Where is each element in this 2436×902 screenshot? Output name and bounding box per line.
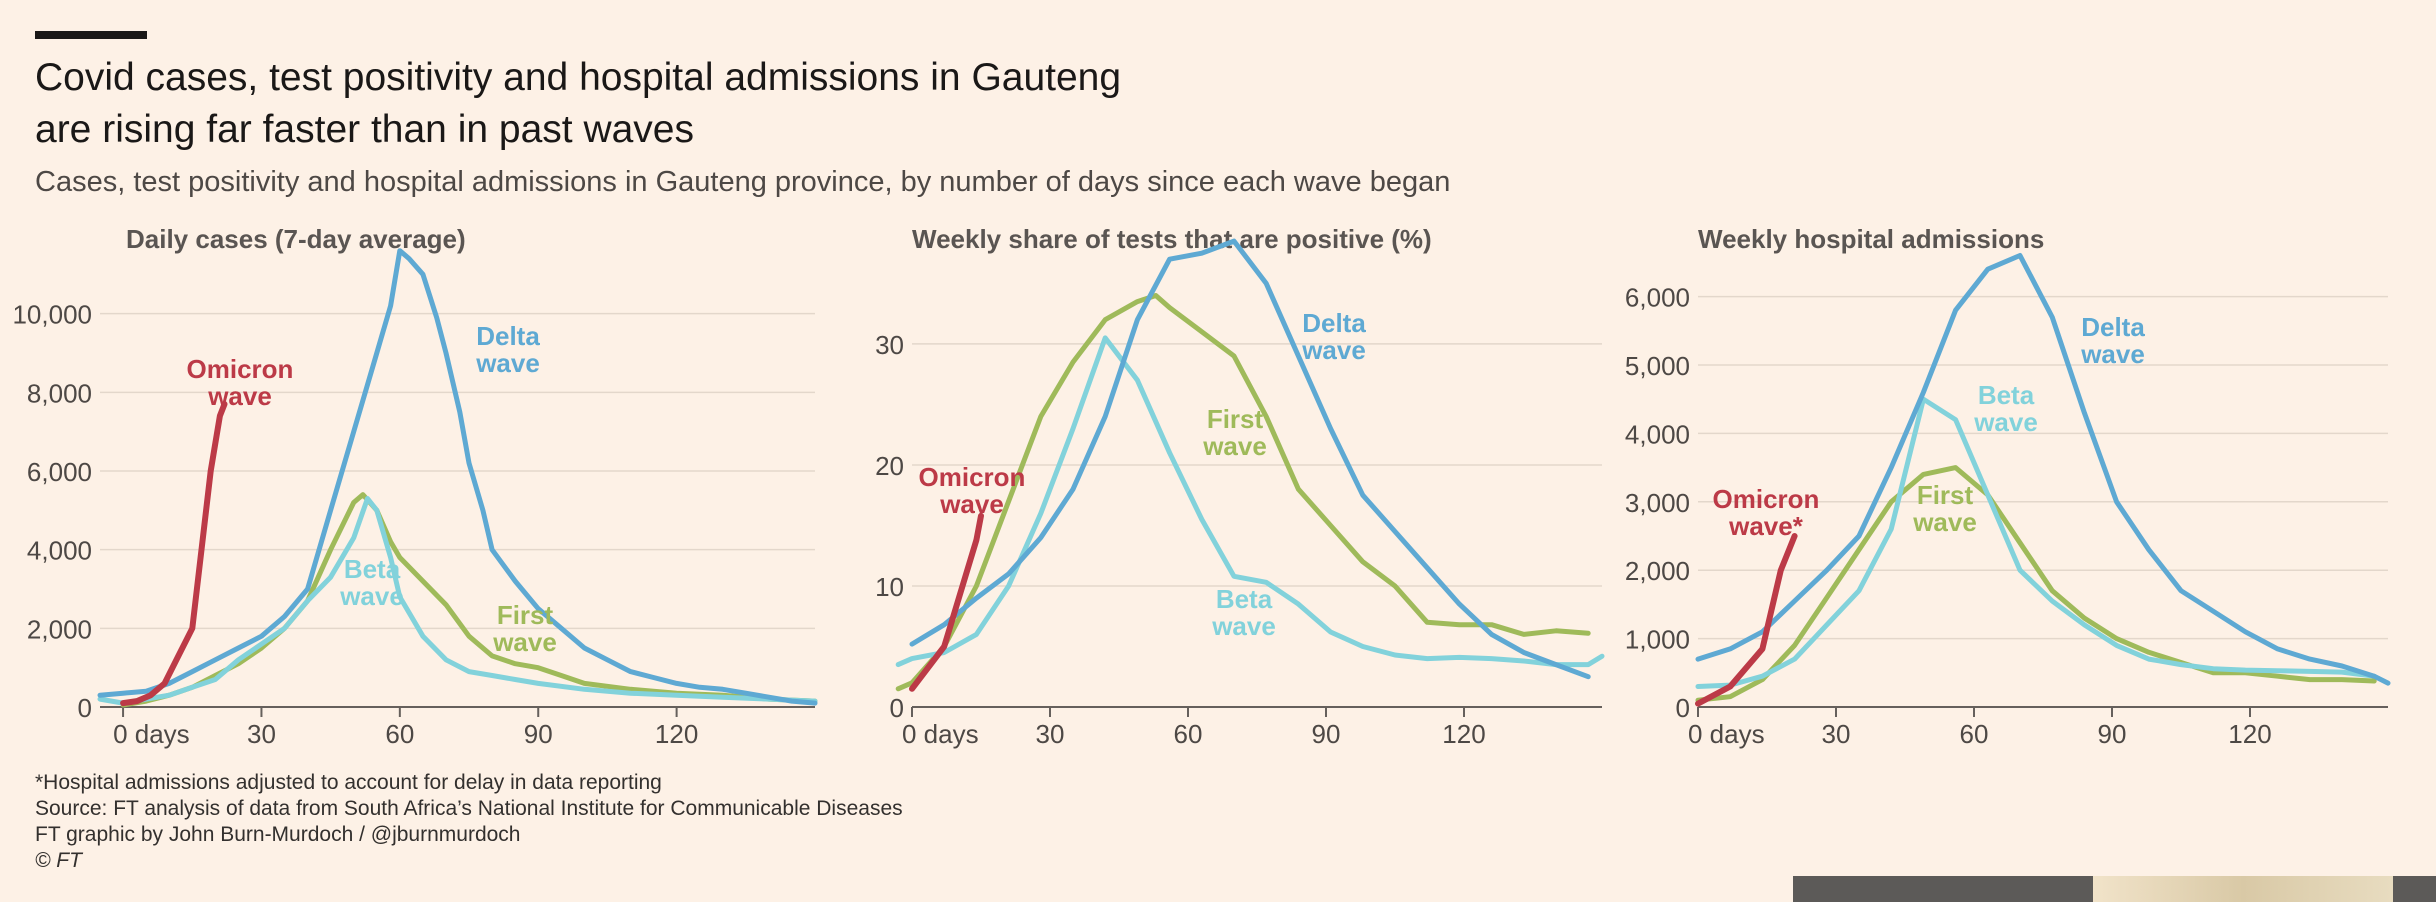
series-label-line: wave xyxy=(1301,335,1366,365)
series-label-line: First xyxy=(1207,404,1264,434)
series-line-beta xyxy=(97,496,818,706)
charts-canvas: 0 2,000 4,000 6,000 8,000 10,000 0 days 30 60 90 1… xyxy=(12,238,2391,749)
series-label-first: First wave xyxy=(492,600,557,657)
y-tick-label: 2,000 xyxy=(1625,556,1690,586)
series-label-line: Omicron xyxy=(187,354,294,384)
series-label-line: Delta xyxy=(2081,312,2145,342)
y-tick-label: 6,000 xyxy=(1625,283,1690,313)
x-tick-label: 30 xyxy=(1036,719,1065,749)
x-tick-label: 60 xyxy=(1960,719,1989,749)
series-label-line: wave xyxy=(207,381,272,411)
series-label-line: wave xyxy=(1211,611,1276,641)
y-tick-label: 1,000 xyxy=(1625,625,1690,655)
source-line: Source: FT analysis of data from South A… xyxy=(35,797,903,820)
series-label-line: Omicron xyxy=(1713,484,1820,514)
headline-line-2: are rising far faster than in past waves xyxy=(35,108,694,151)
series-label-beta: Beta wave xyxy=(1973,380,2038,437)
series-line-delta xyxy=(97,248,818,706)
panel-title-positivity: Weekly share of tests that are positive … xyxy=(912,224,1432,254)
series-line-first xyxy=(895,293,1591,692)
brand-rule xyxy=(35,31,147,39)
series-label-line: Omicron xyxy=(919,462,1026,492)
series-label-delta: Delta wave xyxy=(2080,312,2145,369)
x-tick-label: 60 xyxy=(1174,719,1203,749)
y-tick-label: 5,000 xyxy=(1625,351,1690,381)
series-label-first: First wave xyxy=(1912,480,1977,537)
series-label-line: Beta xyxy=(344,554,401,584)
series-label-line: First xyxy=(1917,480,1974,510)
series-label-line: Delta xyxy=(1302,308,1366,338)
series-label-delta: Delta wave xyxy=(1301,308,1366,365)
series-line-delta xyxy=(1695,253,2391,686)
series-line-omicron xyxy=(909,512,984,692)
series-label-line: First xyxy=(497,600,554,630)
y-tick-label: 4,000 xyxy=(1625,419,1690,449)
series-label-omicron: Omicron wave* xyxy=(1713,484,1820,541)
copyright: © FT xyxy=(35,849,82,872)
x-tick-label: 30 xyxy=(247,719,276,749)
y-tick-label: 4,000 xyxy=(27,536,92,566)
chart-subtitle: Cases, test positivity and hospital admi… xyxy=(35,166,1451,198)
x-tick-label: 30 xyxy=(1822,719,1851,749)
series-label-beta: Beta wave xyxy=(1211,584,1276,641)
x-tick-label: 0 days xyxy=(902,719,979,749)
x-tick-label: 0 days xyxy=(1688,719,1765,749)
chart-panel-3: 0 1,000 2,000 3,000 4,000 5,000 6,000 0 days 30 6… xyxy=(1625,253,2391,749)
panel-title-admissions: Weekly hospital admissions xyxy=(1698,224,2045,254)
series-label-line: wave xyxy=(1202,431,1267,461)
series-line-omicron xyxy=(120,401,228,707)
series-label-first: First wave xyxy=(1202,404,1267,461)
x-tick-label: 90 xyxy=(524,719,553,749)
series-label-line: Beta xyxy=(1978,380,2035,410)
y-tick-label: 20 xyxy=(875,451,904,481)
series-label-line: wave xyxy=(2080,339,2145,369)
series-label-line: Delta xyxy=(476,321,540,351)
headline-line-1: Covid cases, test positivity and hospita… xyxy=(35,56,1122,99)
x-tick-label: 0 days xyxy=(113,719,190,749)
y-tick-label: 0 xyxy=(890,693,904,723)
series-label-delta: Delta wave xyxy=(475,321,540,378)
series-label-line: wave* xyxy=(1728,511,1804,541)
y-tick-label: 10 xyxy=(875,572,904,602)
series-label-line: wave xyxy=(1973,407,2038,437)
y-tick-label: 0 xyxy=(78,693,92,723)
series-label-line: wave xyxy=(475,348,540,378)
series-label-line: wave xyxy=(339,581,404,611)
footnote: *Hospital admissions adjusted to account… xyxy=(35,771,662,794)
series-line-beta xyxy=(1695,396,2377,689)
series-label-omicron: Omicron wave xyxy=(919,462,1026,519)
series-label-line: wave xyxy=(939,489,1004,519)
x-tick-label: 60 xyxy=(385,719,414,749)
chart-headline: Covid cases, test positivity and hospita… xyxy=(35,52,1235,156)
series-label-line: wave xyxy=(492,627,557,657)
series-line-delta xyxy=(909,238,1591,680)
y-tick-label: 30 xyxy=(875,330,904,360)
y-tick-label: 10,000 xyxy=(12,300,92,330)
y-tick-label: 0 xyxy=(1676,693,1690,723)
y-tick-label: 2,000 xyxy=(27,614,92,644)
x-tick-label: 90 xyxy=(1312,719,1341,749)
chart-footer: *Hospital admissions adjusted to account… xyxy=(35,770,903,874)
x-tick-label: 120 xyxy=(655,719,698,749)
series-label-beta: Beta wave xyxy=(339,554,404,611)
panel-title-cases: Daily cases (7-day average) xyxy=(126,224,466,254)
chart-panel-1: 0 2,000 4,000 6,000 8,000 10,000 0 days 30 60 90 1… xyxy=(12,248,818,749)
y-tick-label: 3,000 xyxy=(1625,488,1690,518)
series-label-omicron: Omicron wave xyxy=(187,354,294,411)
series-label-line: Beta xyxy=(1216,584,1273,614)
credit-line: FT graphic by John Burn-Murdoch / @jburn… xyxy=(35,823,521,846)
series-line-beta xyxy=(895,335,1605,668)
y-tick-label: 8,000 xyxy=(27,378,92,408)
x-tick-label: 120 xyxy=(2228,719,2271,749)
series-line-first xyxy=(1695,465,2377,703)
x-tick-label: 120 xyxy=(1442,719,1485,749)
x-tick-label: 90 xyxy=(2098,719,2127,749)
series-line-omicron xyxy=(1695,533,1798,707)
series-label-line: wave xyxy=(1912,507,1977,537)
y-tick-label: 6,000 xyxy=(27,457,92,487)
video-thumbnail-image[interactable] xyxy=(2093,876,2393,902)
